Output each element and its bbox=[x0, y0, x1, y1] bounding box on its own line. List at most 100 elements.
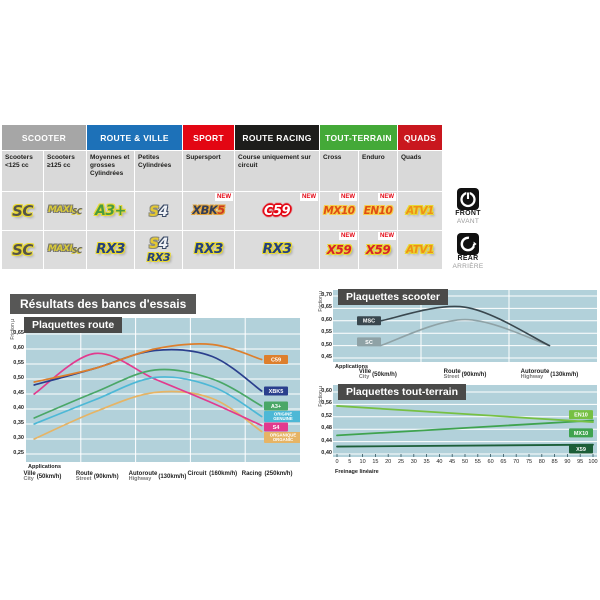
series-EN10 bbox=[336, 405, 594, 423]
group-header-scooter: SCOOTER bbox=[2, 125, 86, 150]
y-tick-label: 0,55 bbox=[321, 329, 332, 336]
route-x-axis-label: Applications bbox=[28, 464, 62, 470]
legend-box-MSC bbox=[357, 316, 381, 326]
x-tick-label: 75 bbox=[525, 459, 533, 465]
y-tick-label: 0,65 bbox=[321, 304, 332, 311]
logo-sc: SC bbox=[12, 201, 33, 220]
x-tick-label: 50 bbox=[461, 459, 469, 465]
series-ORIGINE / GENUINE bbox=[33, 376, 263, 425]
x-tick-label: 5 bbox=[348, 459, 352, 465]
logo-sc: SC bbox=[12, 240, 33, 259]
logo-en10: EN10 bbox=[363, 204, 393, 217]
new-badge: NEW bbox=[300, 193, 318, 201]
scooter-chart-plot: MSC SC bbox=[333, 290, 597, 362]
rear-cell-scooter-small: SC bbox=[2, 231, 43, 269]
series-X59 bbox=[336, 443, 594, 448]
rear-cell-course: RX3 bbox=[235, 231, 319, 269]
new-badge: NEW bbox=[378, 232, 396, 240]
legend-label: S4 bbox=[273, 425, 281, 431]
rear-cell-supersport: RX3 bbox=[183, 231, 234, 269]
x-tick-label: Racing (250km/h) bbox=[241, 471, 293, 477]
rear-label: REAR bbox=[457, 255, 479, 262]
x-tick-label: Route Street (90km/h) bbox=[443, 369, 487, 381]
offroad-chart: Friction µ Plaquettes tout-terrain EN10 M… bbox=[318, 383, 600, 483]
front-label-fr: AVANT bbox=[456, 218, 480, 226]
logo-rx3: RX3 bbox=[194, 241, 223, 258]
legend-box-MX10 bbox=[569, 428, 593, 438]
y-tick-label: 0,60 bbox=[13, 345, 24, 351]
x-tick-label: 0 bbox=[335, 459, 339, 465]
x-tick-label: 10 bbox=[359, 459, 366, 465]
rear-cell-enduro: NEW X59 bbox=[359, 231, 397, 269]
logo-x59: X59 bbox=[365, 243, 391, 257]
legend-box-X59 bbox=[569, 444, 593, 454]
new-badge: NEW bbox=[215, 193, 233, 201]
logo-s4: S4 bbox=[149, 204, 168, 220]
offroad-chart-title: Plaquettes tout-terrain bbox=[338, 384, 467, 400]
x-tick-label: 55 bbox=[474, 459, 481, 465]
y-tick-label: 0,50 bbox=[13, 375, 24, 381]
legend-box-EN10 bbox=[569, 410, 593, 420]
legend-label: C59 bbox=[271, 357, 281, 363]
logo-c59: C59 bbox=[263, 203, 291, 219]
logo-maxi-sc: MAXISC bbox=[47, 244, 83, 256]
rear-cell-moyennes: RX3 bbox=[87, 231, 134, 269]
rear-cell-petites: S4 RX3 bbox=[135, 231, 182, 269]
y-tick-label: 0,50 bbox=[321, 341, 332, 348]
legend-box-C59 bbox=[264, 355, 288, 364]
x-tick-label: Circuit (160km/h) bbox=[187, 471, 238, 477]
col-header-scooters-big: Scooters ≥125 cc bbox=[44, 151, 86, 191]
group-header-route-ville: ROUTE & VILLE bbox=[87, 125, 182, 150]
legend-box-ORGANIQUE bbox=[264, 432, 300, 443]
logo-x59: X59 bbox=[326, 243, 352, 257]
logo-xbk5: XBK5 bbox=[192, 203, 225, 218]
x-tick-label: 35 bbox=[423, 459, 430, 465]
logo-a3plus: A3+ bbox=[95, 203, 126, 219]
group-header-quads: QUADS bbox=[398, 125, 442, 150]
col-header-quads: Quads bbox=[398, 151, 442, 191]
legend-box-A3+ bbox=[264, 401, 288, 411]
series-A3+ bbox=[33, 368, 263, 419]
y-tick-label: 0,55 bbox=[13, 360, 24, 366]
legend-label: GENUINE bbox=[273, 416, 293, 421]
y-tick-label: 0,48 bbox=[321, 425, 332, 432]
legend-label: MSC bbox=[363, 319, 375, 325]
legend-label: ORIGINE bbox=[274, 412, 292, 417]
y-tick-label: 0,45 bbox=[13, 390, 24, 396]
y-tick-label: 0,40 bbox=[321, 450, 332, 456]
route-chart-title: Plaquettes route bbox=[24, 317, 123, 333]
front-cell-moyennes: A3+ bbox=[87, 192, 134, 230]
legend-box-SC bbox=[357, 337, 381, 347]
logo-atv1: ATV1 bbox=[406, 243, 434, 256]
x-tick-label: 40 bbox=[436, 459, 443, 465]
y-tick-label: 0,30 bbox=[13, 435, 24, 441]
x-tick-label: 65 bbox=[500, 459, 507, 465]
col-header-cross: Cross bbox=[320, 151, 358, 191]
series-C59 bbox=[33, 343, 263, 383]
col-header-scooters-small: Scooters <125 cc bbox=[2, 151, 43, 191]
x-tick-label: 95 bbox=[577, 459, 584, 465]
x-tick-label: 70 bbox=[513, 459, 520, 465]
section-title: Résultats des bancs d'essais bbox=[10, 294, 197, 314]
y-tick-label: 0,56 bbox=[321, 400, 332, 407]
y-tick-label: 0,70 bbox=[321, 292, 332, 298]
legend-label: X59 bbox=[576, 447, 586, 453]
rear-label-fr: ARRIÈRE bbox=[452, 263, 484, 271]
col-header-enduro: Enduro bbox=[359, 151, 397, 191]
front-cell-scooter-small: SC bbox=[2, 192, 43, 230]
legend-box-S4 bbox=[264, 422, 288, 432]
scooter-chart-title: Plaquettes scooter bbox=[338, 289, 448, 305]
legend-box-XBK5 bbox=[264, 386, 288, 396]
y-tick-label: 0,44 bbox=[321, 437, 332, 444]
logo-mx10: MX10 bbox=[323, 204, 355, 217]
y-tick-label: 0,60 bbox=[321, 388, 332, 394]
legend-label: ORGANIC bbox=[273, 437, 293, 442]
front-cell-cross: NEW MX10 bbox=[320, 192, 358, 230]
rear-position-block: REAR ARRIÈRE bbox=[444, 233, 492, 271]
y-tick-label: 0,52 bbox=[321, 412, 332, 419]
new-badge: NEW bbox=[339, 193, 357, 201]
rear-cell-scooter-big: MAXISC bbox=[44, 231, 86, 269]
front-label: FRONT bbox=[455, 210, 481, 217]
front-cell-enduro: NEW EN10 bbox=[359, 192, 397, 230]
rear-cell-quads: ATV1 bbox=[398, 231, 442, 269]
